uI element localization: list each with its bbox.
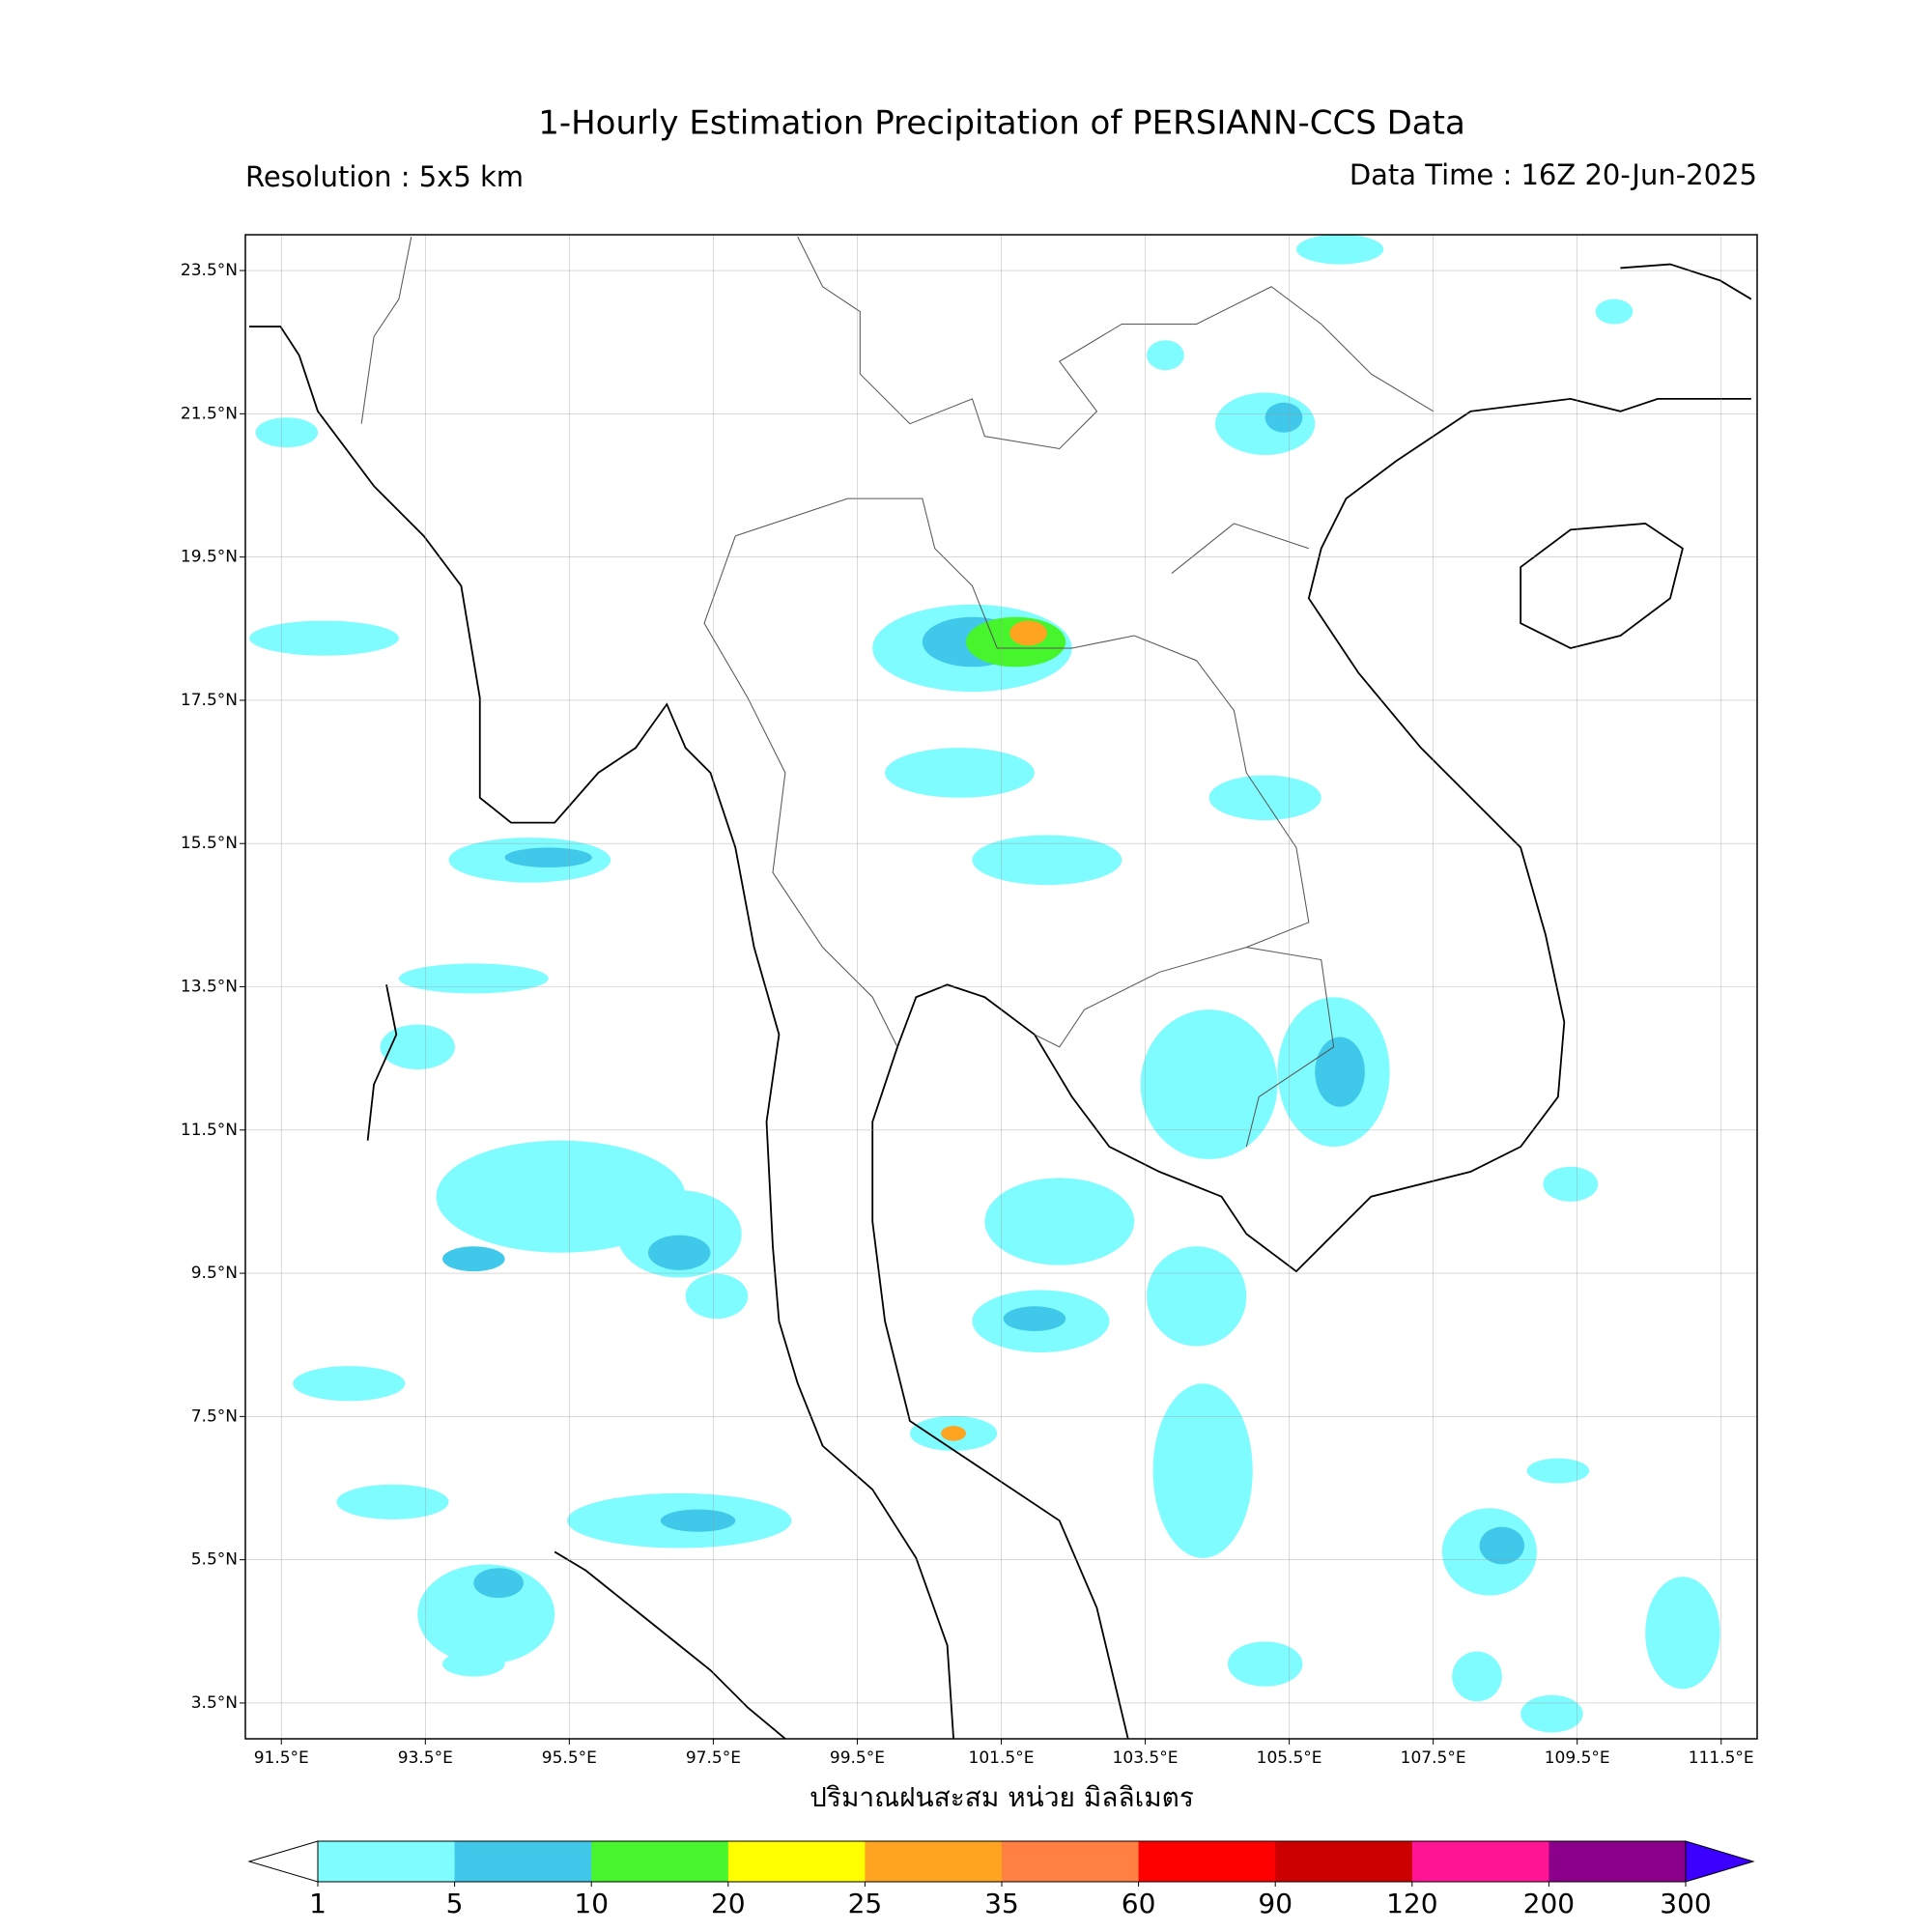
colorbar-segment bbox=[865, 1841, 1003, 1882]
map-body bbox=[249, 235, 1752, 1739]
colorbar-segment bbox=[727, 1841, 866, 1882]
colorbar-segment bbox=[1275, 1841, 1413, 1882]
colorbar-label: 1 bbox=[309, 1888, 327, 1919]
y-tick-label: 21.5°N bbox=[181, 404, 238, 423]
y-tick-label: 11.5°N bbox=[181, 1121, 238, 1140]
borders bbox=[360, 236, 1435, 1148]
colorbar-label: 300 bbox=[1660, 1888, 1711, 1919]
y-tick-label: 3.5°N bbox=[191, 1693, 238, 1713]
resolution: Resolution : 5x5 km bbox=[245, 160, 524, 193]
map-frame bbox=[244, 234, 1758, 1740]
x-tick-label: 105.5°E bbox=[1257, 1748, 1322, 1768]
x-tick-label: 103.5°E bbox=[1113, 1748, 1179, 1768]
y-tick-label: 19.5°N bbox=[181, 548, 238, 567]
colorbar-label: 5 bbox=[446, 1888, 464, 1919]
x-tick-label: 95.5°E bbox=[542, 1748, 597, 1768]
colorbar-segment bbox=[454, 1841, 592, 1882]
colorbar-segment bbox=[1138, 1841, 1276, 1882]
y-tick-label: 7.5°N bbox=[191, 1406, 238, 1426]
colorbar-label: 25 bbox=[848, 1888, 883, 1919]
colorbar-segment bbox=[318, 1841, 456, 1882]
colorbar-label: 120 bbox=[1386, 1888, 1437, 1919]
x-tick-label: 97.5°E bbox=[686, 1748, 741, 1768]
map-layers bbox=[249, 235, 1752, 1739]
coastlines bbox=[249, 263, 1752, 1739]
colorbar-segment bbox=[1548, 1841, 1687, 1882]
colorbar: 1 5 10 20 25 35 60 90 120 200 300 bbox=[247, 1840, 1755, 1919]
x-tick-label: 109.5°E bbox=[1545, 1748, 1610, 1768]
colorbar-under bbox=[247, 1840, 319, 1883]
x-tick-label: 93.5°E bbox=[398, 1748, 453, 1768]
colorbar-label: 90 bbox=[1258, 1888, 1293, 1919]
colorbar-segment bbox=[591, 1841, 729, 1882]
colorbar-label: 20 bbox=[711, 1888, 746, 1919]
colorbar-label: 35 bbox=[984, 1888, 1019, 1919]
colorbar-segment bbox=[1002, 1841, 1140, 1882]
x-tick-label: 111.5°E bbox=[1689, 1748, 1754, 1768]
x-tick-label: 107.5°E bbox=[1401, 1748, 1466, 1768]
x-tick-label: 91.5°E bbox=[254, 1748, 309, 1768]
y-tick-label: 15.5°N bbox=[181, 834, 238, 853]
title: 1-Hourly Estimation Precipitation of PER… bbox=[538, 104, 1465, 143]
x-tick-label: 101.5°E bbox=[969, 1748, 1035, 1768]
precipitation bbox=[249, 235, 1720, 1733]
colorbar-label: 10 bbox=[574, 1888, 609, 1919]
y-tick-label: 23.5°N bbox=[181, 261, 238, 280]
y-tick-label: 17.5°N bbox=[181, 691, 238, 710]
x-axis-label: ปริมาณฝนสะสม หน่วย มิลลิเมตร bbox=[810, 1781, 1194, 1813]
graticule: 91.5°E 93.5°E 95.5°E 97.5°E 99.5°E 101.5°E 103… bbox=[181, 235, 1757, 1768]
y-tick-label: 5.5°N bbox=[191, 1550, 238, 1570]
colorbar-label: 60 bbox=[1122, 1888, 1156, 1919]
colorbar-label: 200 bbox=[1523, 1888, 1575, 1919]
data-time: Data Time : 16Z 20-Jun-2025 bbox=[1350, 158, 1757, 191]
colorbar-segment bbox=[1411, 1841, 1549, 1882]
x-tick-label: 99.5°E bbox=[830, 1748, 885, 1768]
y-tick-label: 9.5°N bbox=[191, 1264, 238, 1283]
y-tick-label: 13.5°N bbox=[181, 978, 238, 997]
colorbar-over bbox=[1685, 1840, 1755, 1883]
